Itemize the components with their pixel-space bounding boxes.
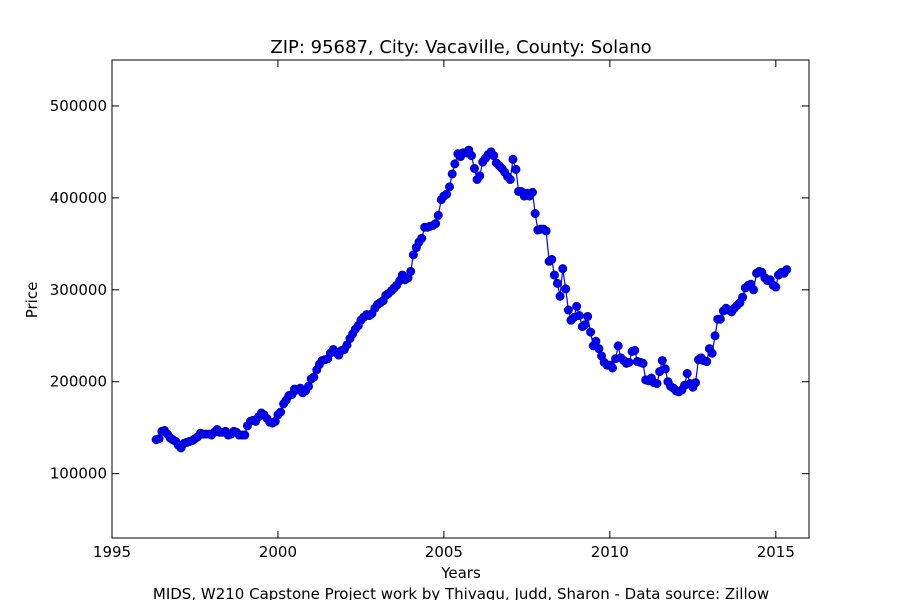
series-line [155, 149, 788, 449]
plot-layer [151, 145, 792, 453]
x-tick-label: 2005 [425, 543, 463, 561]
y-tick-label: 500000 [50, 97, 107, 115]
x-tick-label: 2010 [591, 543, 629, 561]
data-point [624, 357, 634, 367]
data-point [660, 364, 670, 374]
data-point [707, 348, 717, 358]
chart-title: ZIP: 95687, City: Vacaville, County: Sol… [270, 37, 651, 58]
data-point [547, 254, 557, 264]
data-point [431, 219, 441, 229]
data-point [738, 292, 748, 302]
data-point [771, 282, 781, 292]
y-tick-label: 400000 [50, 189, 107, 207]
data-point [508, 154, 518, 164]
data-point [572, 301, 582, 311]
y-tick-label: 200000 [50, 373, 107, 391]
data-point [630, 345, 640, 355]
footer-credit: MIDS, W210 Capstone Project work by Thiv… [153, 585, 769, 600]
data-point [445, 182, 455, 192]
x-axis-label: Years [440, 564, 481, 582]
data-point [240, 430, 250, 440]
data-point [469, 163, 479, 173]
data-point [511, 164, 521, 174]
y-tick-label: 100000 [50, 465, 107, 483]
plot-frame [111, 59, 810, 539]
data-point [638, 358, 648, 368]
data-point [528, 187, 538, 197]
data-point [555, 291, 565, 301]
data-point [475, 171, 485, 181]
data-point [433, 210, 443, 220]
data-point [552, 278, 562, 288]
data-point [561, 284, 571, 294]
data-point [583, 311, 593, 321]
x-tick-label: 2015 [757, 543, 795, 561]
data-point [549, 270, 559, 280]
data-point [710, 331, 720, 341]
data-point [505, 175, 515, 185]
data-point [530, 209, 540, 219]
data-point [586, 327, 596, 337]
data-point [466, 151, 476, 161]
data-point [406, 266, 416, 276]
data-point [450, 159, 460, 169]
axes-layer: 1995 2000 2005 2010 2015 100000 200000 300000 40… [50, 60, 809, 561]
data-point [447, 169, 457, 179]
data-point [613, 341, 623, 351]
data-point [417, 233, 427, 243]
data-point [608, 363, 618, 373]
x-tick-label: 1995 [93, 543, 131, 561]
y-tick-label: 300000 [50, 281, 107, 299]
data-point [782, 265, 792, 275]
data-point [558, 264, 568, 274]
data-point [715, 314, 725, 324]
data-point [580, 320, 590, 330]
data-point [276, 407, 286, 417]
data-point [682, 368, 692, 378]
y-axis-label: Price [23, 282, 41, 319]
data-point [563, 305, 573, 315]
data-point [749, 285, 759, 295]
data-point [702, 357, 712, 367]
data-point [657, 356, 667, 366]
data-point [652, 379, 662, 389]
data-point [541, 226, 551, 236]
data-point [690, 378, 700, 388]
data-point [574, 311, 584, 321]
x-tick-label: 2000 [259, 543, 297, 561]
